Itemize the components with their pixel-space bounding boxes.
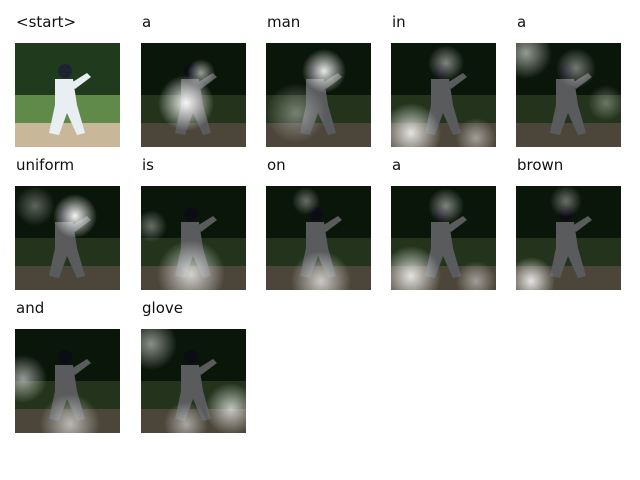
player-arm <box>71 73 91 89</box>
attention-map <box>15 186 120 290</box>
attention-map <box>141 43 246 147</box>
attention-glow <box>428 45 464 81</box>
caption-word: <start> <box>16 13 77 31</box>
caption-word: glove <box>142 299 183 317</box>
attention-map <box>266 186 371 290</box>
player-figure <box>49 79 85 135</box>
attention-glow <box>588 85 621 121</box>
caption-word: man <box>267 13 301 31</box>
attention-glow <box>15 355 47 403</box>
attention-glow <box>516 257 555 290</box>
attention-glow <box>187 59 215 87</box>
attention-glow <box>516 43 552 79</box>
attention-map <box>266 43 371 147</box>
attention-glow <box>53 194 97 238</box>
attention-glow <box>157 240 225 290</box>
caption-word: a <box>517 13 527 31</box>
attention-glow <box>15 186 55 226</box>
attention-glow <box>158 75 214 131</box>
attention-glow <box>292 187 320 215</box>
attention-glow <box>456 261 496 290</box>
attention-glow <box>40 394 100 433</box>
attention-glow <box>302 49 346 93</box>
caption-word: a <box>392 156 402 174</box>
attention-glow <box>291 251 351 290</box>
attention-map <box>15 329 120 433</box>
attention-glow <box>164 402 208 433</box>
attention-glow <box>141 329 177 370</box>
caption-word: on <box>267 156 286 174</box>
attention-glow <box>428 188 464 224</box>
attention-glow <box>205 383 246 433</box>
caption-word: brown <box>517 156 564 174</box>
attention-map <box>141 329 246 433</box>
attention-map <box>391 43 496 147</box>
attention-glow <box>141 210 167 242</box>
attention-glow <box>391 246 441 290</box>
attention-map <box>391 186 496 290</box>
player-cap <box>58 64 72 78</box>
attention-glow <box>456 118 496 147</box>
attention-map <box>141 186 246 290</box>
attention-glow <box>266 83 326 143</box>
infield-dirt <box>15 123 120 147</box>
attention-map <box>516 43 621 147</box>
caption-word: in <box>392 13 406 31</box>
attention-glow <box>391 103 441 147</box>
caption-word: a <box>142 13 152 31</box>
original-photo <box>15 43 120 147</box>
caption-word: and <box>16 299 45 317</box>
caption-word: uniform <box>16 156 75 174</box>
attention-glow <box>550 186 582 217</box>
attention-glow <box>556 48 596 88</box>
caption-word: is <box>142 156 154 174</box>
attention-map <box>516 186 621 290</box>
